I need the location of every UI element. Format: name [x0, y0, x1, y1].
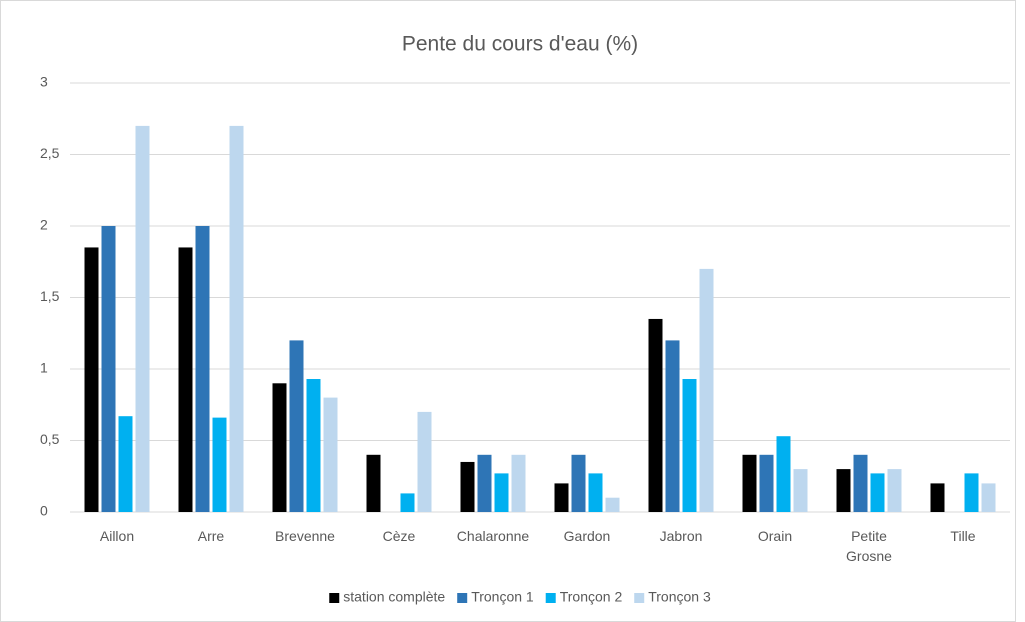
bar [588, 473, 603, 512]
bar [853, 454, 868, 512]
bar [930, 483, 945, 512]
x-tick-label: Jabron [659, 528, 703, 544]
bar [665, 340, 680, 512]
bar [366, 454, 381, 512]
legend-swatch [545, 593, 556, 603]
bar [400, 493, 415, 512]
bar [289, 340, 304, 512]
bar [699, 268, 714, 512]
bar [306, 379, 321, 512]
x-tick-label: Petite Grosne [846, 528, 892, 564]
legend-label: Tronçon 1 [471, 589, 534, 605]
legend-label: Tronçon 2 [560, 589, 623, 605]
y-tick-label: 2 [40, 217, 48, 233]
x-tick-label: Brevenne [275, 528, 335, 544]
bar [682, 379, 697, 512]
bar [477, 454, 492, 512]
bar [981, 483, 996, 512]
y-tick-label: 0 [40, 503, 48, 519]
x-tick-label: Tille [950, 528, 976, 544]
x-tick-label: Chalaronne [456, 528, 530, 544]
bar [554, 483, 569, 512]
y-tick-label: 3 [40, 74, 48, 90]
x-tick-label: Arre [197, 528, 225, 544]
bar [272, 383, 287, 512]
bar [887, 469, 902, 512]
bar [118, 416, 133, 512]
x-tick-label: Aillon [99, 528, 135, 544]
bar [212, 417, 227, 512]
bar [870, 473, 885, 512]
bar [648, 318, 663, 512]
bar [195, 226, 210, 512]
bar [84, 247, 99, 512]
legend-swatch [329, 593, 340, 603]
chart-title: Pente du cours d'eau (%) [402, 33, 638, 56]
legend-swatch [457, 593, 468, 603]
bar [511, 454, 526, 512]
bar [776, 436, 791, 512]
y-tick-label: 1,5 [40, 288, 60, 304]
y-tick-label: 1 [40, 360, 48, 376]
bar [135, 125, 150, 513]
bar [964, 473, 979, 512]
x-tick-label: Gardon [563, 528, 611, 544]
bar [178, 247, 193, 512]
bar [417, 411, 432, 512]
y-tick-label: 0,5 [40, 431, 60, 447]
bar [101, 226, 116, 512]
x-tick-label: Orain [757, 528, 793, 544]
bar [759, 454, 774, 512]
bar [793, 469, 808, 512]
legend-label: Tronçon 3 [648, 589, 711, 605]
bar [836, 469, 851, 512]
legend-swatch [634, 593, 645, 603]
y-tick-label: 2,5 [40, 145, 60, 161]
bar [460, 461, 475, 512]
legend-label: station complète [343, 589, 445, 605]
bar [605, 497, 620, 512]
x-tick-label: Cèze [382, 528, 416, 544]
bar [323, 397, 338, 512]
bar [742, 454, 757, 512]
bar [229, 125, 244, 513]
bar [571, 454, 586, 512]
bar [494, 473, 509, 512]
